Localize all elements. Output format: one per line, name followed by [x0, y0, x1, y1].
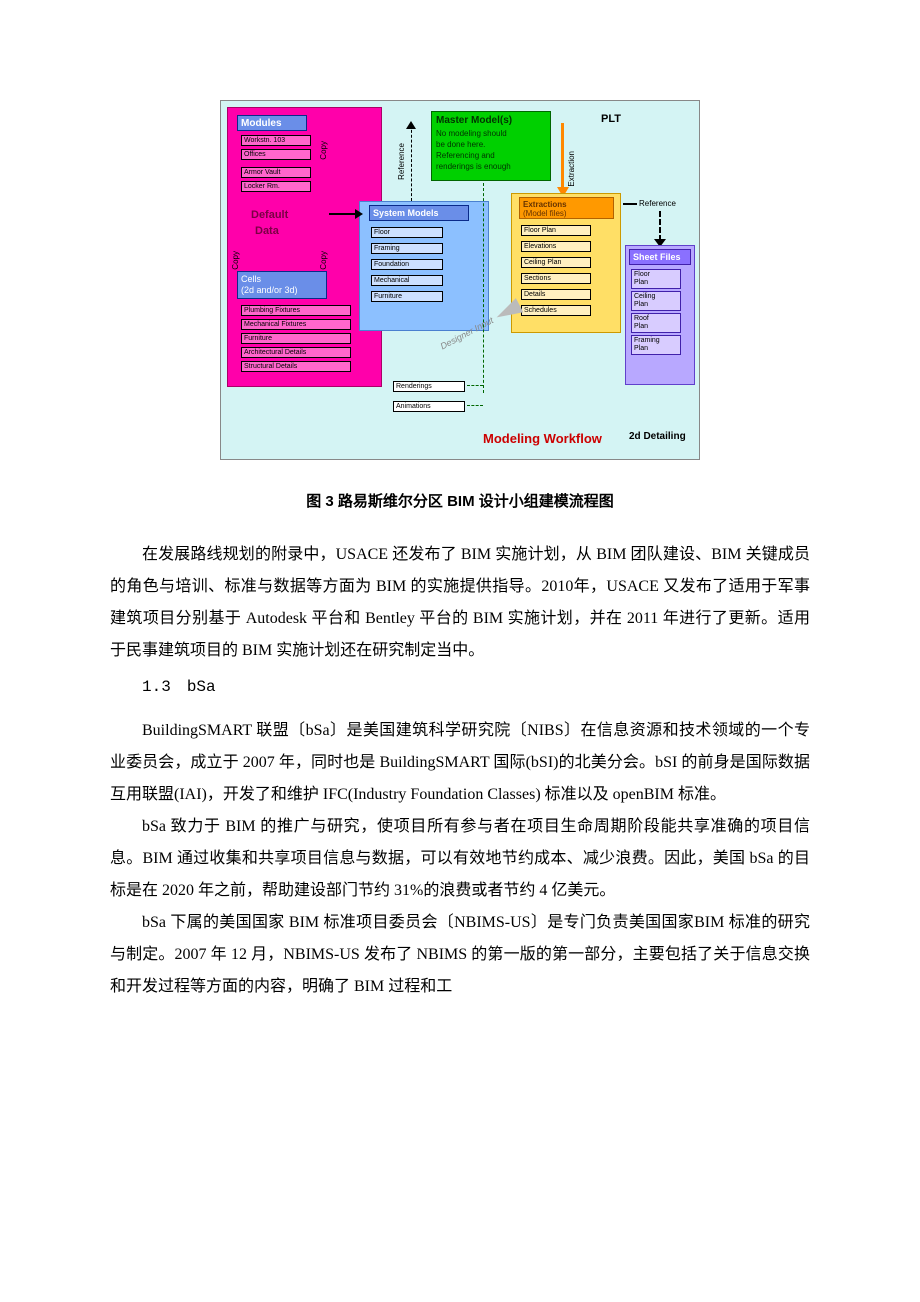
figure-caption: 图 3 路易斯维尔分区 BIM 设计小组建模流程图 [110, 490, 810, 511]
section-number: 1.3 [142, 678, 171, 696]
section-1-3-heading: 1.3 bSa [110, 671, 810, 703]
paragraph-2: BuildingSMART 联盟〔bSa〕是美国建筑科学研究院〔NIBS〕在信息… [110, 715, 810, 811]
diagram-container: ModulesWorkstn. 103OfficesArmor VaultLoc… [110, 100, 810, 460]
modeling-workflow-diagram: ModulesWorkstn. 103OfficesArmor VaultLoc… [220, 100, 700, 460]
paragraph-3: bSa 致力于 BIM 的推广与研究，使项目所有参与者在项目生命周期阶段能共享准… [110, 811, 810, 907]
paragraph-1: 在发展路线规划的附录中，USACE 还发布了 BIM 实施计划，从 BIM 团队… [110, 539, 810, 667]
paragraph-4: bSa 下属的美国国家 BIM 标准项目委员会〔NBIMS-US〕是专门负责美国… [110, 907, 810, 1003]
section-title: bSa [187, 678, 216, 696]
